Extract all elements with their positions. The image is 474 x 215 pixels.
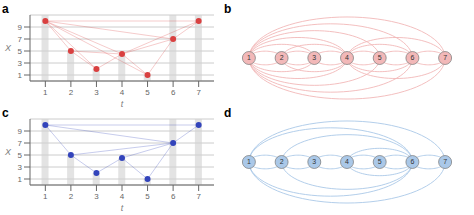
svg-text:X: X xyxy=(8,43,12,53)
svg-text:1: 1 xyxy=(247,54,251,61)
svg-text:1: 1 xyxy=(43,88,48,97)
svg-text:5: 5 xyxy=(18,47,23,56)
svg-text:6: 6 xyxy=(410,158,414,165)
svg-text:5: 5 xyxy=(145,192,150,201)
svg-text:6: 6 xyxy=(171,192,176,201)
svg-text:2: 2 xyxy=(69,88,74,97)
html-text:b: b xyxy=(224,2,232,16)
svg-text:3: 3 xyxy=(312,158,316,165)
svg-text:7: 7 xyxy=(443,158,447,165)
svg-text:4: 4 xyxy=(345,54,349,61)
svg-text:1: 1 xyxy=(247,158,251,165)
svg-text:t: t xyxy=(121,99,124,107)
svg-text:3: 3 xyxy=(18,163,23,172)
svg-text:4: 4 xyxy=(345,158,349,165)
html-text:c: c xyxy=(2,106,9,120)
svg-text:3: 3 xyxy=(94,192,99,201)
svg-text:2: 2 xyxy=(69,192,74,201)
svg-text:6: 6 xyxy=(410,54,414,61)
svg-text:t: t xyxy=(121,203,124,211)
svg-text:7: 7 xyxy=(443,54,447,61)
svg-text:2: 2 xyxy=(280,158,284,165)
svg-text:3: 3 xyxy=(94,88,99,97)
html-text:d: d xyxy=(224,106,232,120)
svg-text:7: 7 xyxy=(196,88,201,97)
svg-text:1: 1 xyxy=(18,175,23,184)
svg-text:3: 3 xyxy=(312,54,316,61)
html-text:a: a xyxy=(2,2,9,16)
svg-text:5: 5 xyxy=(378,54,382,61)
svg-text:1: 1 xyxy=(18,71,23,80)
svg-text:5: 5 xyxy=(18,151,23,160)
svg-text:2: 2 xyxy=(280,54,284,61)
svg-text:5: 5 xyxy=(145,88,150,97)
svg-text:5: 5 xyxy=(378,158,382,165)
svg-text:X: X xyxy=(8,147,12,157)
svg-text:9: 9 xyxy=(18,23,23,32)
svg-text:1: 1 xyxy=(43,192,48,201)
svg-text:7: 7 xyxy=(196,192,201,201)
svg-text:3: 3 xyxy=(18,59,23,68)
svg-text:7: 7 xyxy=(18,35,23,44)
svg-text:9: 9 xyxy=(18,127,23,136)
svg-text:4: 4 xyxy=(120,192,125,201)
svg-text:4: 4 xyxy=(120,88,125,97)
svg-text:7: 7 xyxy=(18,139,23,148)
svg-text:6: 6 xyxy=(171,88,176,97)
